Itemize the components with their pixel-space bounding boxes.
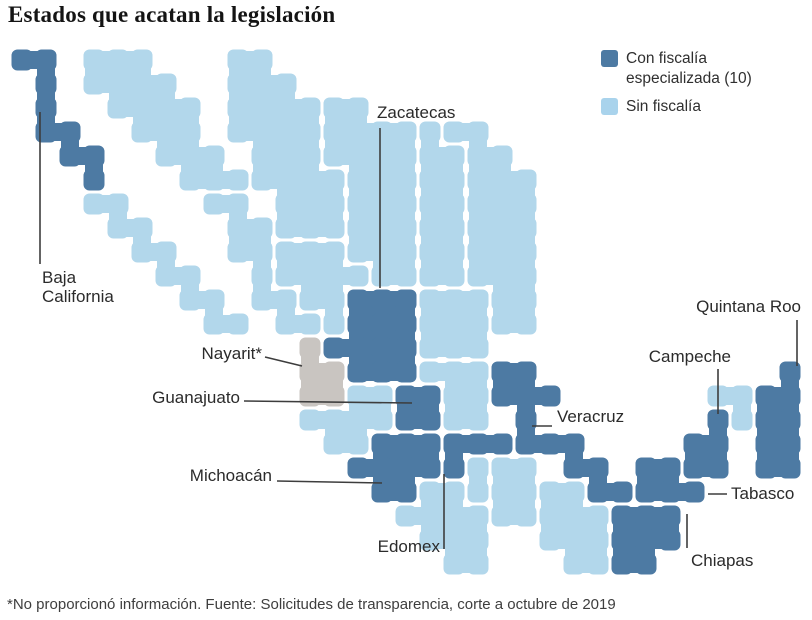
map-region-guerrero xyxy=(395,481,489,575)
map-region-baja-california-sur xyxy=(83,193,249,335)
label-line-michoacan xyxy=(276,480,383,484)
map-region-sinaloa xyxy=(203,193,321,335)
map-region-coahuila xyxy=(323,97,417,287)
map-region-nuevo-leon xyxy=(419,121,465,287)
map-region-nayarit xyxy=(299,337,345,407)
map-region-tamaulipas xyxy=(443,121,537,335)
map-region-tabasco xyxy=(635,457,705,503)
footnote: *No proporcionó información. Fuente: Sol… xyxy=(7,596,616,613)
label-lines-layer xyxy=(39,112,798,549)
map-region-zacatecas xyxy=(323,289,417,383)
legend: Con fiscalía especializada (10) Sin fisc… xyxy=(601,49,781,124)
label-line-guanajuato xyxy=(243,400,413,404)
map-region-edomex xyxy=(443,433,513,479)
legend-swatch-con-fiscalia-icon xyxy=(601,50,618,67)
map-region-cdmx-morelos xyxy=(467,457,489,503)
map-region-san-luis-potosi xyxy=(419,289,489,359)
legend-swatch-sin-fiscalia-icon xyxy=(601,97,618,115)
map-region-durango xyxy=(275,241,369,335)
map-region-oaxaca xyxy=(539,481,609,575)
label-line-nayarit xyxy=(264,356,303,367)
map-region-guanajuato xyxy=(395,385,441,431)
map-region-queretaro-hidalgo xyxy=(419,361,489,431)
map-region-veracruz xyxy=(491,361,633,503)
legend-label-con-fiscalia: Con fiscalía especializada (10) xyxy=(626,50,752,88)
map-region-michoacan xyxy=(347,433,441,503)
map-region-chiapas xyxy=(611,505,681,575)
page-title: Estados que acatan la legislación xyxy=(8,2,336,27)
map-region-quintana-roo xyxy=(755,361,801,479)
legend-item-sin-fiscalia: Sin fiscalía xyxy=(601,97,781,117)
map-region-sonora xyxy=(83,49,249,191)
legend-label-sin-fiscalia: Sin fiscalía xyxy=(626,97,701,115)
map-region-puebla xyxy=(491,457,537,527)
map-region-campeche xyxy=(683,409,729,479)
legend-item-con-fiscalia: Con fiscalía especializada (10) xyxy=(601,49,781,90)
map-region-chihuahua xyxy=(227,49,345,239)
